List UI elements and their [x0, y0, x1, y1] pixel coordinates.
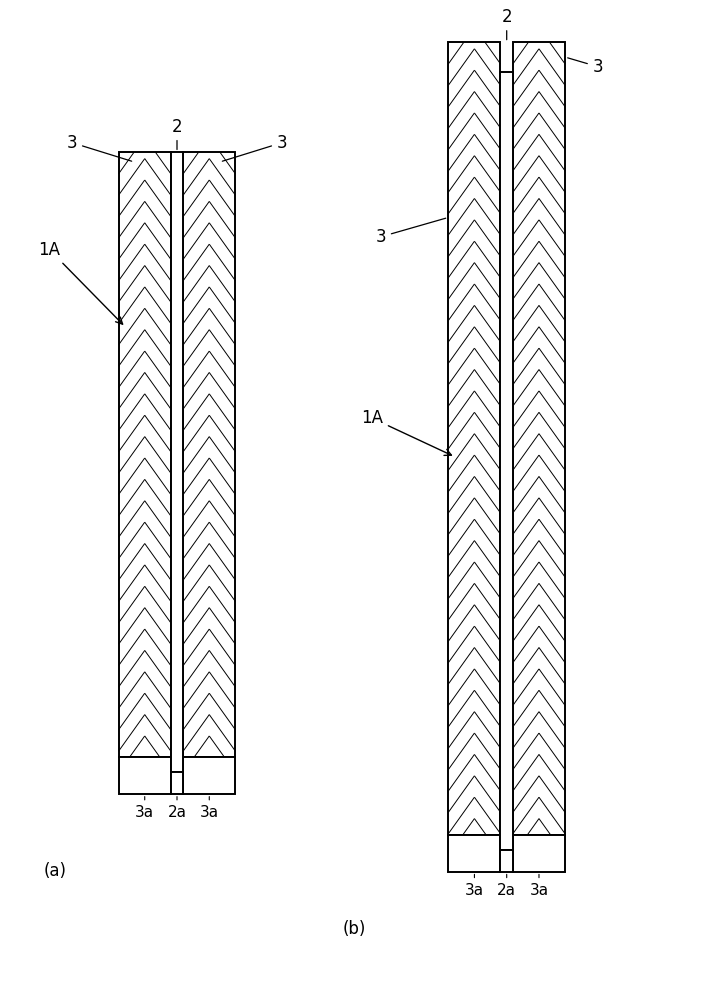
- Text: 3: 3: [67, 134, 132, 161]
- Bar: [448, 835, 501, 872]
- Bar: [119, 152, 171, 757]
- Text: 3: 3: [568, 58, 603, 76]
- Bar: [501, 850, 513, 872]
- Bar: [183, 152, 235, 757]
- Bar: [513, 835, 565, 872]
- Text: 3a: 3a: [465, 874, 484, 898]
- Text: 3a: 3a: [135, 797, 154, 820]
- Text: 1A: 1A: [38, 241, 122, 324]
- Text: (a): (a): [44, 862, 67, 880]
- Bar: [448, 42, 501, 835]
- Bar: [501, 72, 513, 850]
- Text: 2: 2: [171, 118, 183, 136]
- Text: 1A: 1A: [361, 409, 452, 455]
- Bar: [171, 772, 183, 794]
- Text: 3: 3: [222, 134, 287, 161]
- Text: 2a: 2a: [497, 874, 516, 898]
- Bar: [171, 152, 183, 772]
- Text: 3a: 3a: [530, 874, 549, 898]
- Text: (b): (b): [342, 920, 366, 938]
- Text: 3a: 3a: [200, 797, 219, 820]
- Bar: [183, 757, 235, 794]
- Text: 2a: 2a: [168, 797, 186, 820]
- Text: 3: 3: [375, 218, 446, 246]
- Text: 2: 2: [501, 8, 512, 26]
- Bar: [119, 757, 171, 794]
- Bar: [513, 42, 565, 835]
